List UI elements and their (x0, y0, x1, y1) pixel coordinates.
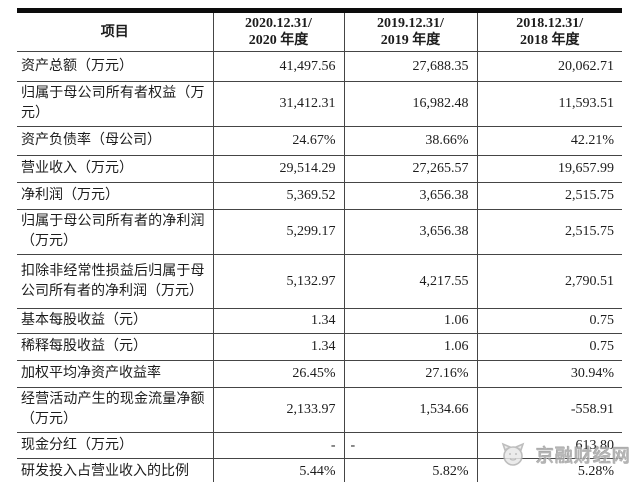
value-cell: 29,514.29 (212, 155, 345, 183)
table-row: 资产负债率（母公司） 24.67% 38.66% 42.21% (17, 126, 622, 156)
column-header-2018: 2018.12.31/ 2018 年度 (476, 10, 622, 52)
value-cell: 1.06 (343, 333, 478, 361)
value-cell: 1.34 (212, 333, 345, 361)
table-row: 稀释每股收益（元） 1.34 1.06 0.75 (17, 333, 622, 361)
value-cell: 11,593.51 (476, 81, 622, 127)
table-row: 营业收入（万元） 29,514.29 27,265.57 19,657.99 (17, 155, 622, 183)
row-label-cell: 资产负债率（母公司） (17, 126, 214, 156)
row-label-cell: 扣除非经常性损益后归属于母公司所有者的净利润（万元） (17, 254, 214, 309)
value-cell: 27,688.35 (343, 51, 478, 82)
value-cell: 1,534.66 (343, 387, 478, 433)
value-cell: 1.06 (343, 308, 478, 334)
column-header-line1: 2018.12.31/ (516, 16, 584, 31)
value-cell: 30.94% (476, 360, 622, 388)
value-cell: - (212, 432, 345, 459)
value-cell: 19,657.99 (476, 155, 622, 183)
column-header-line1: 2019.12.31/ (377, 16, 444, 31)
row-label-cell: 净利润（万元） (17, 182, 214, 210)
value-cell: 4,217.55 (343, 254, 478, 309)
column-header-item: 项目 (17, 10, 214, 52)
value-cell: 2,790.51 (476, 254, 622, 309)
row-label-cell: 营业收入（万元） (17, 155, 214, 183)
value-cell: 38.66% (343, 126, 478, 156)
value-cell: 3,656.38 (343, 182, 478, 210)
value-cell: 24.67% (212, 126, 345, 156)
financial-summary-table: 项目 2020.12.31/ 2020 年度 2019.12.31/ 2019 … (17, 8, 622, 482)
value-cell: 16,982.48 (343, 81, 478, 127)
value-cell: 2,515.75 (476, 182, 622, 210)
column-header-line2: 2018 年度 (520, 33, 580, 48)
value-cell: 1.34 (212, 308, 345, 334)
row-label-cell: 归属于母公司所有者的净利润（万元） (17, 209, 214, 255)
value-cell: 5.28% (476, 458, 622, 482)
value-cell: 31,412.31 (212, 81, 345, 127)
row-label-cell: 资产总额（万元） (17, 51, 214, 82)
value-cell: 27,265.57 (343, 155, 478, 183)
value-cell: 2,515.75 (476, 209, 622, 255)
value-cell: 20,062.71 (476, 51, 622, 82)
table-row: 研发投入占营业收入的比例 5.44% 5.82% 5.28% (17, 458, 622, 482)
table-row: 经营活动产生的现金流量净额（万元） 2,133.97 1,534.66 -558… (17, 387, 622, 433)
row-label-cell: 稀释每股收益（元） (17, 333, 214, 361)
table-row: 净利润（万元） 5,369.52 3,656.38 2,515.75 (17, 182, 622, 210)
row-label-cell: 归属于母公司所有者权益（万元） (17, 81, 214, 127)
table-row: 基本每股收益（元） 1.34 1.06 0.75 (17, 308, 622, 334)
value-cell: 2,133.97 (212, 387, 345, 433)
value-cell: 3,656.38 (343, 209, 478, 255)
value-cell: 0.75 (476, 308, 622, 334)
value-cell: 5.44% (212, 458, 345, 482)
value-cell: 27.16% (343, 360, 478, 388)
row-label-cell: 加权平均净资产收益率 (17, 360, 214, 388)
column-header-line2: 2020 年度 (248, 33, 309, 48)
table-row: 现金分红（万元） - - 613.80 (17, 432, 622, 459)
value-cell: 26.45% (212, 360, 345, 388)
header-row: 项目 2020.12.31/ 2020 年度 2019.12.31/ 2019 … (17, 10, 622, 52)
column-header-2020: 2020.12.31/ 2020 年度 (212, 10, 345, 52)
row-label-cell: 研发投入占营业收入的比例 (17, 458, 214, 482)
row-label-cell: 基本每股收益（元） (17, 308, 214, 334)
value-cell: - (343, 432, 478, 459)
value-cell: 5.82% (343, 458, 478, 482)
value-cell: 5,369.52 (212, 182, 345, 210)
column-header-line1: 项目 (100, 24, 129, 40)
value-cell: 5,132.97 (212, 254, 345, 309)
value-cell: -558.91 (476, 387, 622, 433)
table-row: 归属于母公司所有者权益（万元） 31,412.31 16,982.48 11,5… (17, 81, 622, 127)
value-cell: 5,299.17 (212, 209, 345, 255)
row-label-cell: 经营活动产生的现金流量净额（万元） (17, 387, 214, 433)
value-cell: 613.80 (476, 432, 622, 459)
row-label-cell: 现金分红（万元） (17, 432, 214, 459)
value-cell: 42.21% (476, 126, 622, 156)
column-header-line1: 2020.12.31/ (245, 16, 312, 31)
column-header-line2: 2019 年度 (380, 33, 441, 48)
column-header-2019: 2019.12.31/ 2019 年度 (343, 10, 478, 52)
table-row: 加权平均净资产收益率 26.45% 27.16% 30.94% (17, 360, 622, 388)
table-row: 归属于母公司所有者的净利润（万元） 5,299.17 3,656.38 2,51… (17, 209, 622, 255)
value-cell: 41,497.56 (212, 51, 345, 82)
table-row: 资产总额（万元） 41,497.56 27,688.35 20,062.71 (17, 51, 622, 82)
value-cell: 0.75 (476, 333, 622, 361)
table-row: 扣除非经常性损益后归属于母公司所有者的净利润（万元） 5,132.97 4,21… (17, 254, 622, 309)
